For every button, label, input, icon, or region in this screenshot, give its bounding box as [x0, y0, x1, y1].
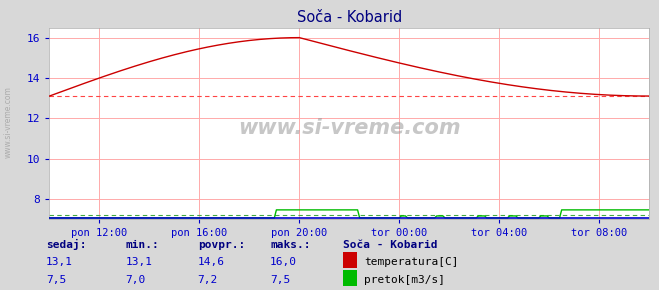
Text: temperatura[C]: temperatura[C] [364, 257, 458, 267]
Text: 14,6: 14,6 [198, 257, 225, 267]
Text: 7,2: 7,2 [198, 275, 218, 285]
Text: 16,0: 16,0 [270, 257, 297, 267]
Text: 7,0: 7,0 [125, 275, 146, 285]
Text: sedaj:: sedaj: [46, 239, 86, 250]
Text: 7,5: 7,5 [270, 275, 291, 285]
Text: 7,5: 7,5 [46, 275, 67, 285]
Text: min.:: min.: [125, 240, 159, 250]
Title: Soča - Kobarid: Soča - Kobarid [297, 10, 402, 25]
Text: www.si-vreme.com: www.si-vreme.com [3, 86, 13, 158]
Text: 13,1: 13,1 [125, 257, 152, 267]
Text: pretok[m3/s]: pretok[m3/s] [364, 275, 445, 285]
Text: 13,1: 13,1 [46, 257, 73, 267]
Text: www.si-vreme.com: www.si-vreme.com [238, 118, 461, 138]
Text: Soča - Kobarid: Soča - Kobarid [343, 240, 437, 250]
Text: povpr.:: povpr.: [198, 240, 245, 250]
Text: maks.:: maks.: [270, 240, 310, 250]
